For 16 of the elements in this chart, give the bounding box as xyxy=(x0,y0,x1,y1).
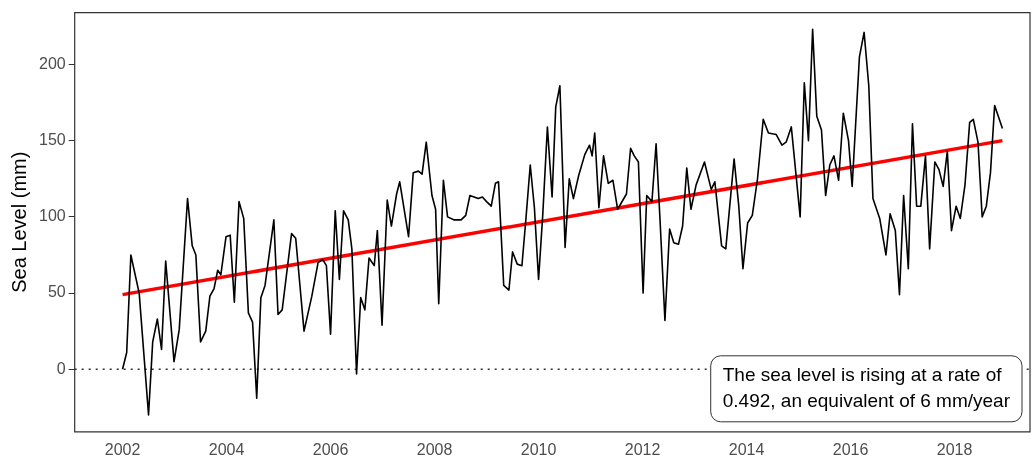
y-tick-label: 0 xyxy=(56,359,66,377)
x-tick-label: 2016 xyxy=(832,440,869,458)
x-tick-label: 2010 xyxy=(520,440,557,458)
annotation: The sea level is rising at a rate of 0.492, an equivalent of 6 mm/year xyxy=(722,364,1011,412)
y-tick-label: 150 xyxy=(38,131,66,149)
x-tick-label: 2012 xyxy=(624,440,661,458)
y-tick-label: 50 xyxy=(47,283,66,301)
x-tick-label: 2004 xyxy=(208,440,245,458)
y-tick-label: 200 xyxy=(38,54,66,72)
x-tick-label: 2006 xyxy=(312,440,349,458)
x-tick-label: 2002 xyxy=(104,440,141,458)
y-axis-title: Sea Level (mm) xyxy=(7,151,30,293)
y-tick-label: 100 xyxy=(38,207,66,225)
x-tick-label: 2008 xyxy=(416,440,453,458)
x-tick-label: 2014 xyxy=(728,440,765,458)
x-tick-label: 2018 xyxy=(936,440,973,458)
